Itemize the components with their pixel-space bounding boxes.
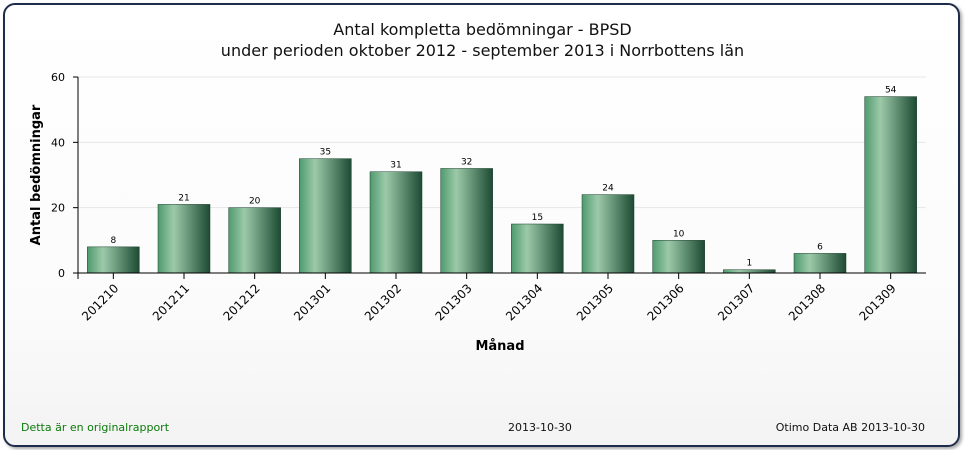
x-tick-label: 201307: [715, 281, 757, 323]
bar-201308: [793, 253, 847, 274]
x-tick-label: 201304: [503, 281, 545, 323]
y-tick-label: 40: [51, 136, 65, 149]
data-label: 15: [532, 213, 543, 223]
bar-201304: [511, 223, 564, 274]
data-label: 1: [746, 259, 752, 269]
data-label: 54: [885, 86, 897, 96]
data-label: 20: [249, 197, 261, 207]
source-note: Otimo Data AB 2013-10-30: [775, 421, 925, 434]
bar-201303: [440, 168, 493, 274]
bar-201301: [299, 158, 352, 274]
chart-subtitle: under perioden oktober 2012 - september …: [220, 41, 745, 60]
data-label: 6: [817, 242, 823, 252]
bar-201211: [157, 204, 211, 274]
y-axis-label: Antal bedömningar: [29, 104, 44, 245]
x-tick-label: 201303: [432, 281, 474, 323]
y-tick-label: 20: [51, 202, 65, 215]
x-tick-label: 201302: [362, 281, 404, 323]
x-tick-label: 201308: [786, 281, 828, 323]
bar-201212: [228, 207, 281, 274]
x-tick-label: 201212: [220, 281, 262, 323]
bar-201309: [864, 96, 917, 274]
chart-title: Antal kompletta bedömningar - BPSD: [333, 20, 632, 39]
bar-201302: [369, 171, 423, 274]
data-label: 24: [602, 184, 614, 194]
bar-201306: [652, 240, 705, 274]
data-label: 32: [461, 157, 472, 167]
x-tick-label: 201305: [574, 281, 616, 323]
x-tick-label: 201301: [291, 281, 333, 323]
data-label: 8: [110, 236, 116, 246]
x-tick-label: 201306: [644, 281, 686, 323]
y-tick-label: 60: [51, 71, 65, 84]
bar-201305: [581, 194, 635, 274]
original-report-note: Detta är en originalrapport: [21, 421, 170, 434]
x-tick-label: 201211: [150, 281, 192, 323]
bar-201210: [87, 246, 140, 274]
data-label: 31: [390, 161, 401, 171]
y-tick-label: 0: [58, 267, 65, 280]
x-axis-label: Månad: [475, 339, 524, 354]
x-tick-label: 201309: [856, 281, 898, 323]
data-label: 10: [673, 229, 685, 239]
x-tick-label: 201210: [79, 281, 121, 323]
data-label: 21: [178, 193, 189, 203]
report-date: 2013-10-30: [508, 421, 572, 434]
data-label: 35: [320, 148, 331, 158]
